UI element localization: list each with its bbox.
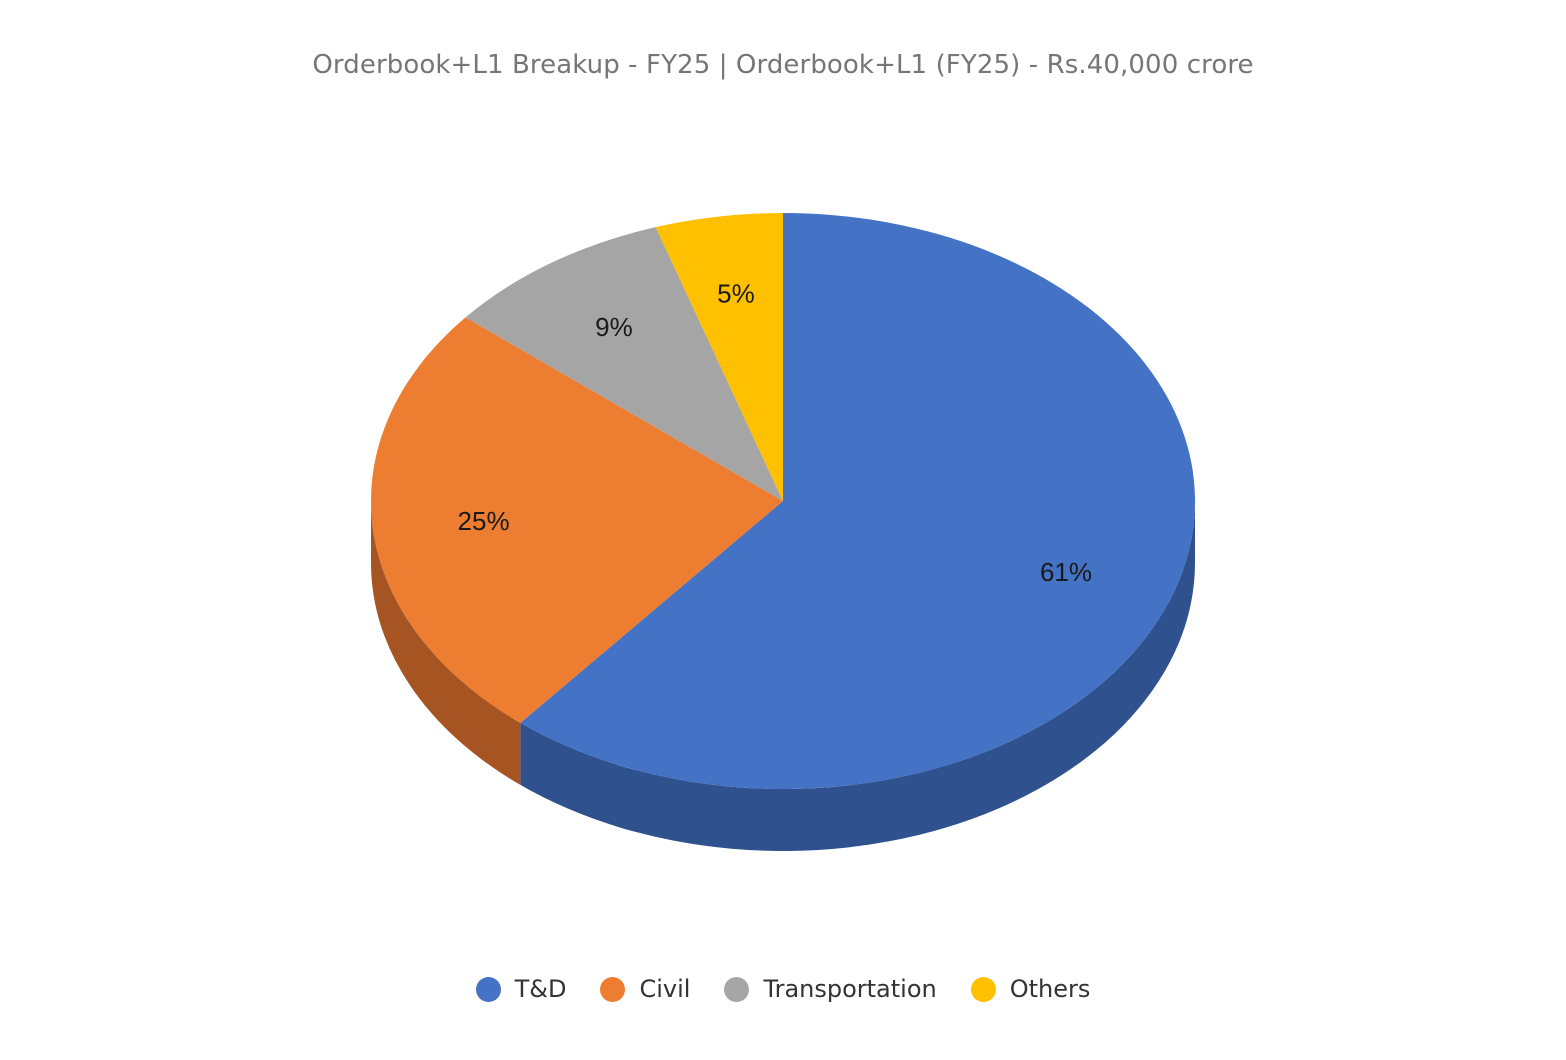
legend-item-transportation: Transportation	[724, 975, 937, 1003]
data-label-transportation: 9%	[595, 312, 633, 342]
data-label-t-d: 61%	[1040, 557, 1092, 587]
data-label-others: 5%	[717, 278, 755, 308]
legend-item-t-d: T&D	[475, 975, 567, 1003]
legend-item-others: Others	[970, 975, 1091, 1003]
pie-chart: 61% 25% 9% 5%	[370, 213, 1195, 852]
pie-labels: 61% 25% 9% 5%	[458, 278, 1092, 587]
legend-swatch-transportation	[724, 976, 750, 1002]
legend-label-transportation: Transportation	[763, 975, 937, 1003]
chart-title: Orderbook+L1 Breakup - FY25 | Orderbook+…	[312, 50, 1254, 80]
slice-side-civil	[371, 501, 521, 785]
pie-sides	[371, 501, 1195, 852]
legend-label-civil: Civil	[639, 975, 691, 1003]
legend-label-t-d: T&D	[514, 975, 567, 1003]
legend-item-civil: Civil	[600, 975, 690, 1003]
legend: T&D Civil Transportation Others	[0, 975, 1566, 1003]
data-label-civil: 25%	[458, 506, 510, 536]
legend-swatch-civil	[600, 976, 626, 1002]
slice-transportation	[465, 227, 783, 502]
pie-tops	[370, 213, 1195, 789]
slice-civil	[370, 317, 783, 723]
legend-swatch-others	[970, 976, 996, 1002]
slice-others	[655, 213, 783, 501]
legend-swatch-t-d	[475, 976, 501, 1002]
legend-label-others: Others	[1009, 975, 1091, 1003]
slice-side-t-d	[520, 501, 1195, 852]
slice-t-d	[520, 213, 1195, 789]
